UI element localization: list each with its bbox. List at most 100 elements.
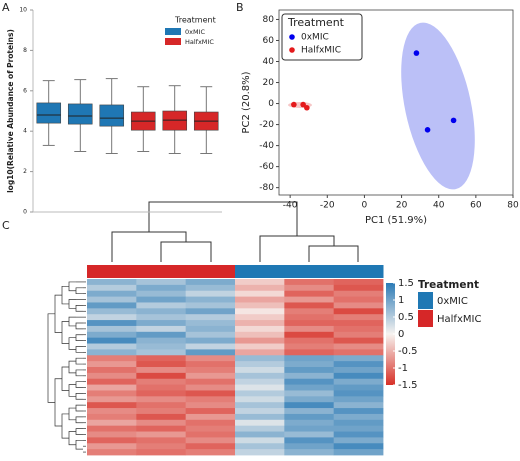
heatmap-cell (185, 402, 236, 409)
heatmap-cell (185, 279, 236, 286)
heatmap-cell (136, 390, 187, 397)
heatmap-cell (136, 337, 187, 344)
heatmap-cell (284, 431, 335, 438)
heatmap-cell (136, 343, 187, 350)
heatmap-cell (87, 372, 137, 380)
colorbar-tick-label: 1.5 (398, 278, 414, 289)
legend-title: Treatment (418, 279, 479, 291)
branch (75, 428, 83, 435)
heatmap-cell (87, 396, 137, 403)
heatmap-cell (333, 431, 384, 438)
point (413, 50, 420, 56)
x-tick-label: 80 (507, 201, 519, 211)
heatmap-cell (136, 437, 187, 444)
heatmap-cell (284, 355, 335, 362)
heatmap-cell (333, 367, 384, 374)
heatmap-cell (333, 325, 384, 333)
branch (68, 316, 76, 327)
heatmap-cell (284, 343, 335, 350)
y-tick-label: 60 (263, 36, 275, 46)
heatmap-cell (235, 384, 285, 391)
heatmap-cell (87, 425, 137, 432)
heatmap-cell (136, 308, 187, 315)
heatmap-cell (87, 343, 137, 350)
branch (68, 281, 76, 292)
row-dendrogram (47, 281, 86, 453)
heatmap-cell (136, 296, 187, 303)
heatmap-cell (333, 331, 384, 339)
heatmap-cell (333, 284, 384, 292)
heatmap-cell (136, 367, 187, 374)
heatmap-cell (185, 361, 236, 368)
legend-label: HalfxMIC (185, 38, 214, 46)
column-annotation (333, 265, 384, 278)
heatmap-cell (136, 425, 187, 432)
heatmap-cell (185, 331, 236, 339)
legend-swatch (418, 292, 433, 309)
heatmap-cell (136, 302, 187, 309)
point (424, 127, 431, 133)
legend-frame (281, 13, 363, 61)
y-tick-label: -80 (259, 183, 274, 193)
branch (75, 369, 83, 377)
heatmap-cell (87, 302, 137, 309)
column-dendrogram (111, 201, 359, 262)
heatmap-cell (284, 419, 335, 427)
x-tick-label: 20 (396, 201, 408, 211)
heatmap-cell (333, 296, 384, 303)
branch (75, 381, 83, 388)
legend-label: 0xMIC (437, 296, 468, 307)
heatmap-cell (87, 449, 137, 456)
column-annotation (185, 265, 236, 278)
heatmap-cell (136, 413, 187, 421)
heatmap-cell (235, 284, 285, 292)
heatmap-cell (235, 314, 285, 321)
branch (68, 337, 76, 350)
heatmap-cell (235, 279, 285, 286)
heatmap-cell (284, 296, 335, 303)
box (36, 102, 62, 124)
branch (61, 413, 69, 439)
heatmap-cell (185, 367, 236, 374)
heatmap-cell (136, 402, 187, 409)
y-tick-label: 0 (23, 209, 27, 216)
heatmap-cell (235, 296, 285, 303)
point (304, 104, 310, 111)
heatmap-cell (235, 308, 285, 315)
heatmap-cell (185, 284, 236, 292)
heatmap-cell (333, 443, 384, 450)
branch (75, 439, 83, 450)
heatmap-cell (87, 367, 137, 374)
x-axis-label: PC1 (51.9%) (365, 215, 427, 226)
heatmap-cell (87, 325, 137, 333)
heatmap-cell (185, 355, 236, 362)
branch (68, 299, 76, 309)
y-tick-label: 10 (19, 7, 27, 14)
heatmap-cell (87, 290, 137, 297)
heatmap-cell (235, 355, 285, 362)
legend-label: 0xMIC (185, 28, 206, 36)
heatmap-cell (284, 378, 335, 385)
branch (75, 322, 83, 330)
heatmap-cell (235, 402, 285, 409)
heatmap-cell (333, 279, 384, 286)
heatmap-cell (284, 372, 335, 380)
heatmap-cell (235, 378, 285, 385)
x-tick-label: 40 (433, 201, 445, 211)
branch (68, 431, 76, 446)
heatmap-cell (87, 320, 137, 327)
heatmap-cell (284, 367, 335, 374)
heatmap-cell (284, 361, 335, 368)
heatmap-cell (136, 314, 187, 321)
heatmap-cell (136, 396, 187, 403)
heatmap-cell (136, 449, 187, 456)
heatmap-cell (333, 349, 384, 356)
heatmap-cell (136, 384, 187, 391)
legend-label: 0xMIC (301, 33, 329, 43)
heatmap-cell (284, 302, 335, 309)
colorbar-tick-label: 0.5 (398, 312, 414, 323)
heatmap-cell (87, 431, 137, 438)
heatmap-cell (87, 279, 137, 286)
heatmap-cell (235, 343, 285, 350)
heatmap-cell (87, 361, 137, 368)
